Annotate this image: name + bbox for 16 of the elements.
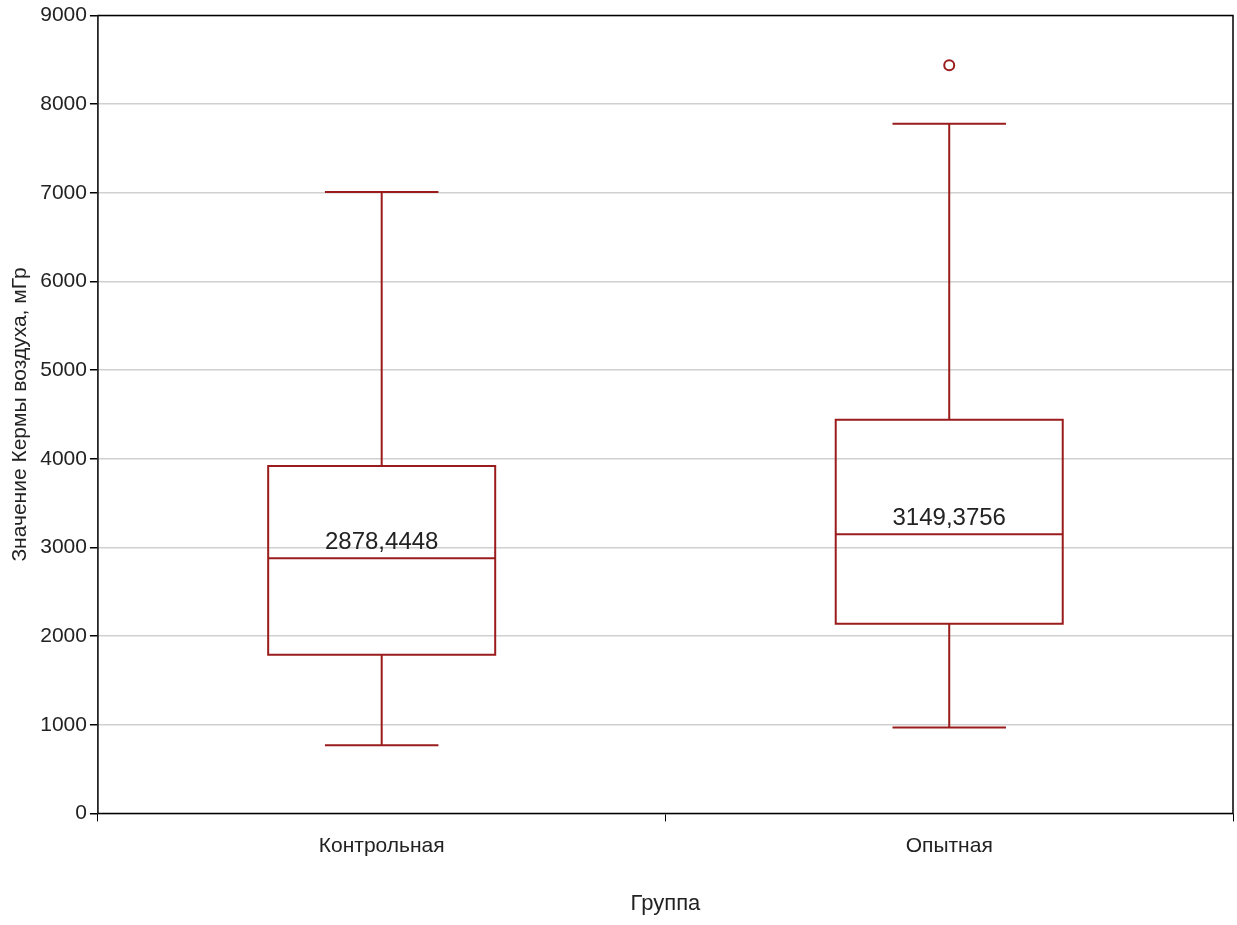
y-tick-label: 3000 xyxy=(40,534,87,558)
y-tick-label: 9000 xyxy=(40,2,87,26)
y-tick-label: 2000 xyxy=(40,622,87,646)
y-tick-label: 0 xyxy=(75,800,87,824)
x-axis-title: Группа xyxy=(630,889,702,915)
y-tick-label: 7000 xyxy=(40,179,87,203)
annotation: 2878,4448 xyxy=(324,526,439,554)
y-tick-label: 8000 xyxy=(40,91,87,115)
annotation: 3149,3756 xyxy=(892,502,1006,530)
x-tick-label: Контрольная xyxy=(318,832,445,856)
x-tick-label: Опытная xyxy=(905,832,993,856)
y-tick-label: 5000 xyxy=(40,356,87,380)
y-tick-label: 1000 xyxy=(40,711,87,735)
y-tick-label: 6000 xyxy=(40,268,87,292)
y-tick-label: 4000 xyxy=(40,445,87,469)
y-axis-title: Значение Кермы воздуха, мГр xyxy=(7,267,31,562)
